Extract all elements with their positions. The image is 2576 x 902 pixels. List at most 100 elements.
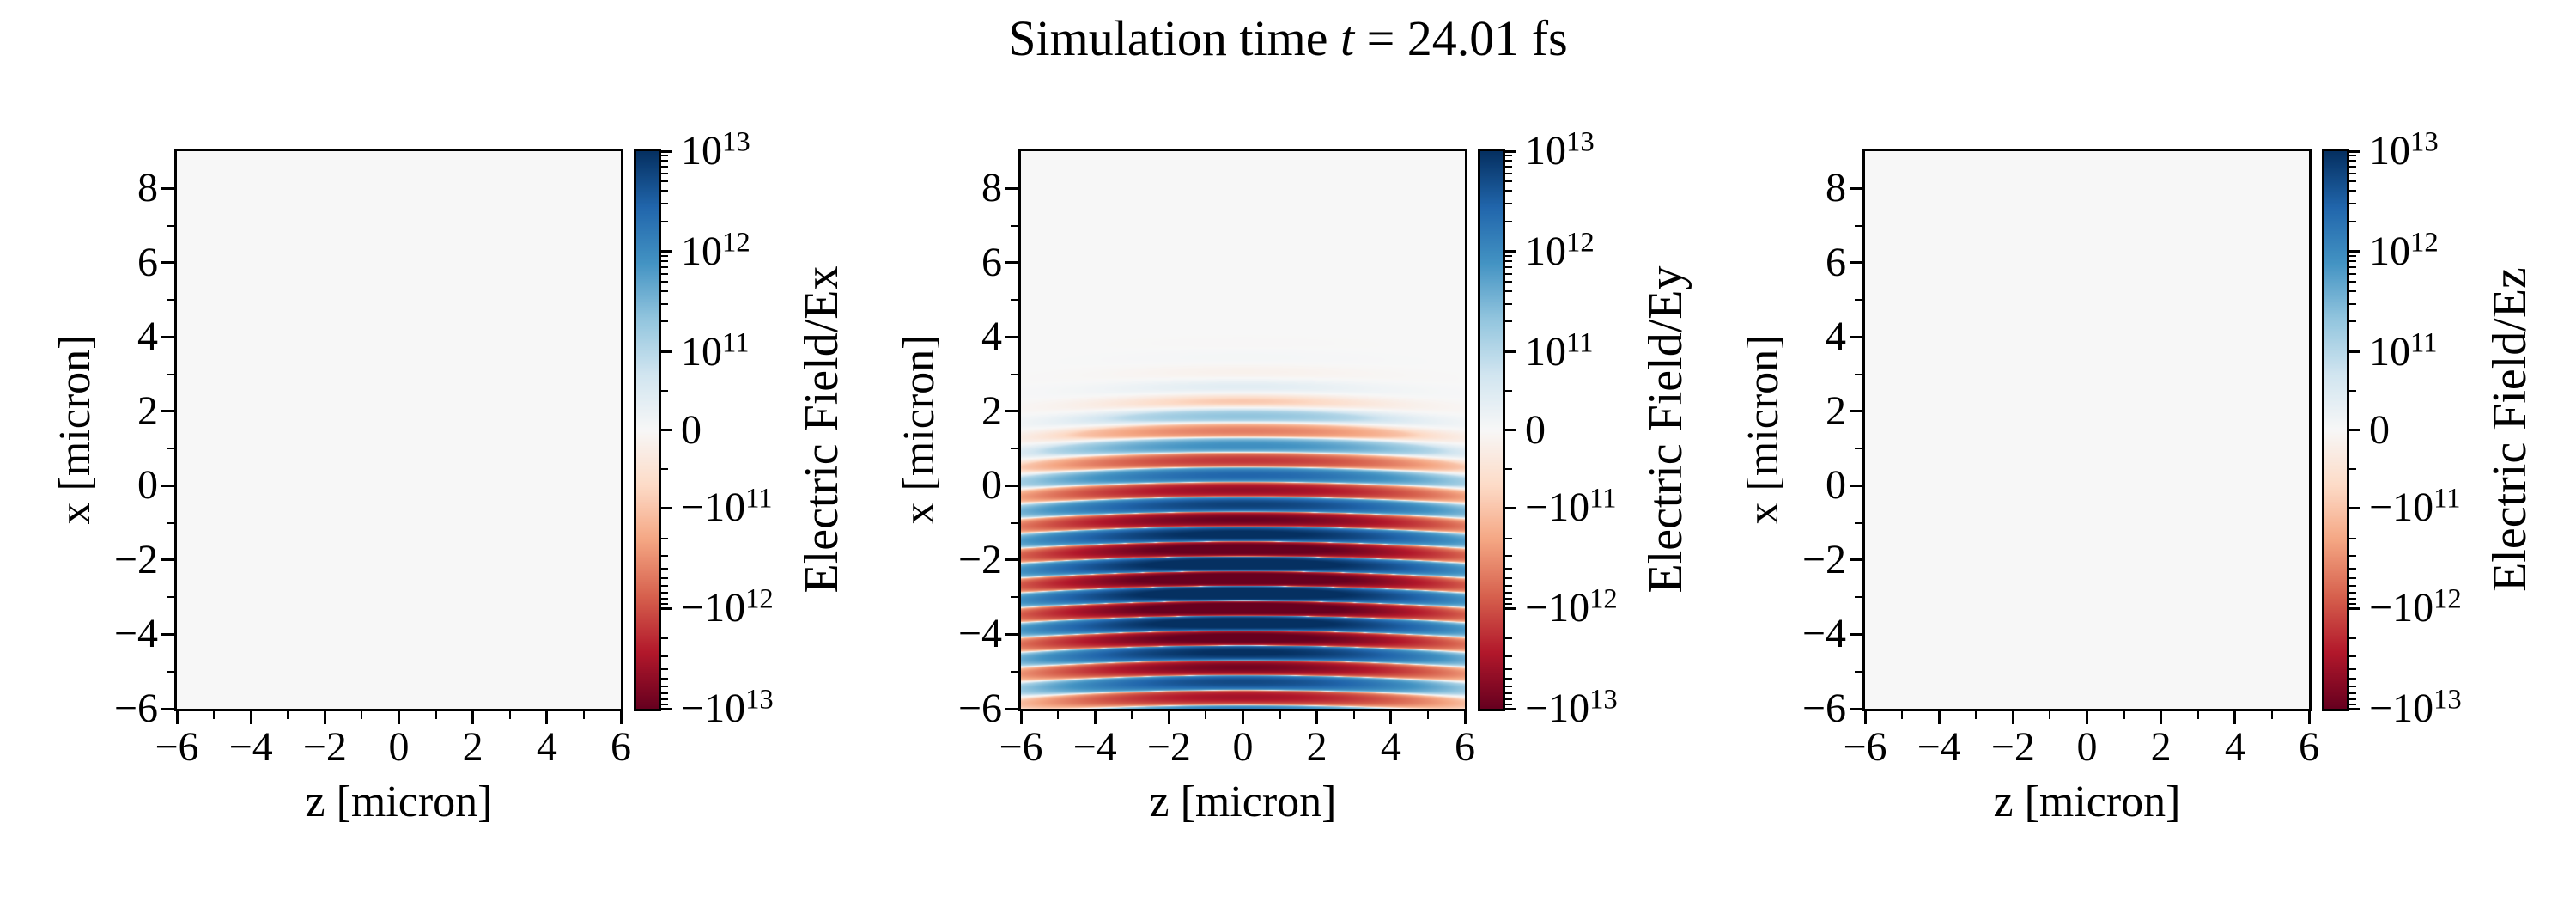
tick-label-exponent: 11 [2410, 326, 2438, 358]
colorbar-minor-tick [1505, 692, 1512, 694]
tick-label-exponent: 11 [1589, 483, 1617, 515]
tick-label-base: −10 [1525, 585, 1590, 631]
x-tick [2233, 711, 2237, 724]
colorbar-minor-tick [661, 166, 668, 168]
colorbar-minor-tick [2349, 155, 2356, 157]
colorbar-minor-tick [2349, 172, 2356, 174]
x-tick [175, 711, 179, 724]
colorbar-tick [661, 606, 672, 610]
y-tick [1005, 410, 1018, 413]
tick-label-exponent: 13 [2433, 684, 2462, 716]
tick-label-base: 10 [2369, 328, 2410, 375]
x-minor-tick [2123, 711, 2125, 719]
colorbar-minor-tick [1505, 637, 1512, 640]
colorbar-minor-tick [2349, 190, 2356, 192]
colorbar-minor-tick [661, 537, 668, 539]
colorbar-minor-tick [1505, 160, 1512, 162]
colorbar-minor-tick [1505, 220, 1512, 222]
colorbar-minor-tick [661, 155, 668, 157]
colorbar-minor-tick [661, 567, 668, 570]
colorbar-minor-tick [2349, 686, 2356, 688]
colorbar-tick-label: −1012 [2369, 585, 2462, 631]
colorbar-minor-tick [2349, 160, 2356, 162]
y-minor-tick [167, 448, 174, 450]
colorbar-tick-label: −1012 [681, 585, 774, 629]
colorbar-minor-tick [661, 703, 668, 705]
y-minor-tick [167, 373, 174, 375]
colorbar-minor-tick [2349, 677, 2356, 680]
x-tick-label: 4 [2224, 724, 2245, 770]
y-tick-label: 0 [1826, 462, 1846, 509]
x-tick [1937, 711, 1941, 724]
y-minor-tick [1011, 670, 1018, 673]
colorbar-minor-tick [661, 172, 668, 174]
x-tick [1863, 711, 1867, 724]
colorbar-minor-tick [1505, 203, 1512, 205]
y-tick-label: −2 [1801, 536, 1846, 582]
y-tick-label: 6 [1826, 239, 1846, 285]
colorbar-minor-tick [1505, 320, 1512, 323]
x-tick-label: 2 [1306, 724, 1327, 770]
colorbar-tick-label: 1013 [1525, 128, 1595, 174]
y-tick-label: −2 [957, 536, 1002, 582]
colorbar-label: Electric Field/Ex [795, 265, 848, 594]
colorbar-minor-tick [2349, 655, 2356, 657]
colorbar-minor-tick [1505, 655, 1512, 657]
y-minor-tick [1011, 448, 1018, 450]
tick-label-base: −10 [2369, 485, 2434, 531]
colorbar-canvas-ey [1480, 151, 1503, 709]
colorbar-frame [2322, 149, 2349, 711]
colorbar-minor-tick [2349, 255, 2356, 258]
x-minor-tick [2049, 711, 2051, 719]
y-tick-label: 0 [137, 462, 158, 509]
tick-label-base: −10 [1525, 686, 1590, 731]
colorbar-tick [1505, 429, 1516, 431]
colorbar-minor-tick [2349, 667, 2356, 670]
y-tick [161, 410, 174, 413]
y-minor-tick [167, 596, 174, 599]
colorbar-minor-tick [2349, 703, 2356, 705]
colorbar-canvas-ex [636, 151, 659, 709]
x-minor-tick [361, 711, 363, 719]
colorbar-tick-label: −1012 [1525, 585, 1618, 631]
y-minor-tick [167, 224, 174, 227]
colorbar-tick [661, 350, 672, 354]
colorbar-minor-tick [1505, 390, 1512, 393]
tick-label-exponent: 12 [2410, 227, 2439, 259]
colorbar-minor-tick [1505, 592, 1512, 594]
y-minor-tick [1855, 373, 1862, 375]
y-minor-tick [1855, 224, 1862, 227]
tick-label-base: 10 [1525, 128, 1566, 174]
colorbar-minor-tick [1505, 597, 1512, 600]
y-tick-label: 2 [981, 387, 1002, 434]
colorbar-minor-tick [2349, 585, 2356, 588]
y-tick [1850, 632, 1862, 636]
colorbar-minor-tick [2349, 180, 2356, 183]
colorbar-tick [661, 250, 672, 253]
colorbar-minor-tick [2349, 698, 2356, 700]
tick-label-exponent: 13 [722, 126, 750, 158]
tick-label-exponent: 12 [1566, 227, 1595, 259]
tick-label-base: −10 [2369, 585, 2434, 631]
colorbar-minor-tick [661, 302, 668, 305]
x-tick [398, 711, 400, 724]
y-minor-tick [167, 299, 174, 302]
colorbar-minor-tick [2349, 597, 2356, 600]
x-tick-label: −4 [1917, 724, 1961, 770]
tick-label-base: 10 [681, 128, 722, 174]
title-value: = 24.01 fs [1354, 10, 1568, 66]
tick-label-exponent: 11 [745, 483, 773, 515]
colorbar-tick [2349, 429, 2360, 431]
x-tick [2307, 711, 2311, 724]
colorbar-tick [1505, 250, 1516, 253]
colorbar-tick [1505, 350, 1516, 354]
colorbar-minor-tick [1505, 180, 1512, 183]
y-tick [1005, 186, 1018, 190]
colorbar-minor-tick [661, 686, 668, 688]
colorbar-minor-tick [2349, 272, 2356, 275]
x-tick [471, 711, 475, 724]
x-tick [2160, 711, 2163, 724]
y-tick-label: 6 [137, 239, 158, 285]
colorbar-minor-tick [1505, 602, 1512, 605]
